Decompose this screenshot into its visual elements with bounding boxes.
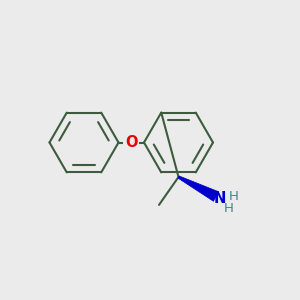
Polygon shape xyxy=(178,176,218,201)
Text: H: H xyxy=(229,190,238,203)
Text: O: O xyxy=(125,135,137,150)
Text: N: N xyxy=(214,191,226,206)
Text: H: H xyxy=(224,202,233,215)
